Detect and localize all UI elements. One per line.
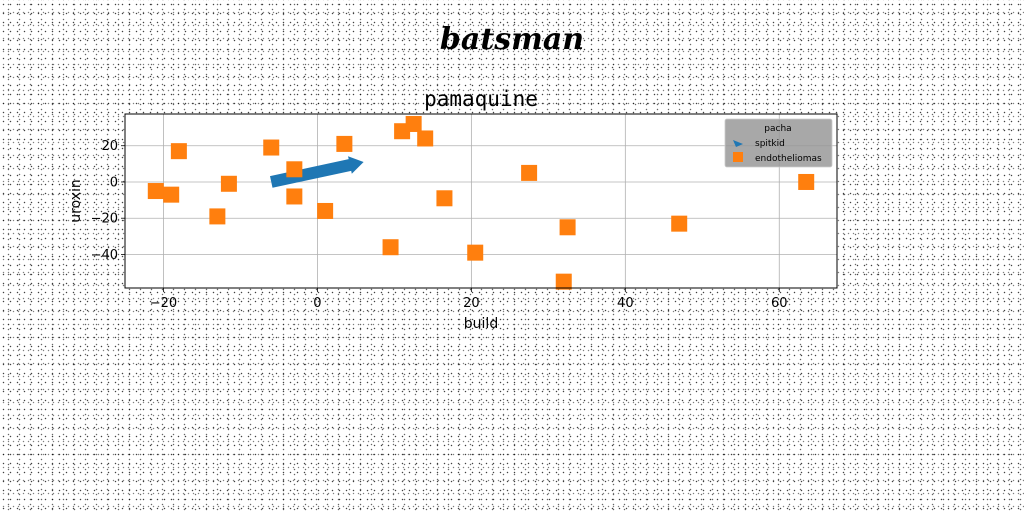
legend-arrow-marker (733, 140, 743, 147)
x-tick-label: 60 (771, 296, 788, 311)
x-axis-label: build (464, 316, 498, 332)
endotheliomas-point (170, 143, 187, 160)
figure-suptitle: batsman (439, 22, 585, 57)
endotheliomas-point (798, 173, 815, 190)
endotheliomas-point (467, 244, 484, 261)
endotheliomas-point (163, 186, 180, 203)
legend-title: pacha (764, 124, 791, 134)
endotheliomas-point (147, 183, 164, 200)
x-tick-label: 0 (313, 296, 321, 311)
legend-entry-spitkid: spitkid (733, 139, 785, 149)
y-tick-label: 0 (110, 175, 118, 190)
endotheliomas-point (521, 164, 538, 181)
spitkid-arrow (270, 156, 364, 188)
endotheliomas-point (336, 135, 353, 152)
endotheliomas-point (286, 161, 303, 178)
endotheliomas-point (671, 215, 688, 232)
legend-label-spitkid: spitkid (755, 139, 785, 149)
endotheliomas-point (286, 188, 303, 205)
y-axis-label: uroxin (68, 179, 84, 223)
endotheliomas-point (436, 190, 453, 207)
legend-entry-endotheliomas: endotheliomas (733, 152, 822, 164)
x-tick-label: 40 (617, 296, 634, 311)
y-tick-label: −40 (91, 248, 118, 263)
endotheliomas-point (555, 273, 572, 290)
endotheliomas-point (220, 175, 237, 192)
series-layer (147, 115, 815, 290)
ticks: −20 0 20 40 60 −40 −20 0 20 (91, 139, 788, 311)
y-tick-label: −20 (91, 212, 118, 227)
plot-frame (124, 113, 838, 289)
legend-square-marker (733, 152, 743, 162)
endotheliomas-point (559, 219, 576, 236)
endotheliomas-point (263, 139, 280, 156)
x-tick-label: −20 (150, 296, 177, 311)
legend-label-endotheliomas: endotheliomas (755, 154, 822, 164)
endotheliomas-point (209, 208, 226, 225)
x-tick-label: 20 (463, 296, 480, 311)
y-tick-label: 20 (101, 139, 118, 154)
legend: pacha spitkid endotheliomas (724, 118, 833, 168)
legend-box (724, 118, 833, 168)
chart-title: pamaquine (424, 87, 538, 111)
endotheliomas-point (382, 239, 399, 256)
endotheliomas-point (317, 202, 334, 219)
endotheliomas-point (417, 130, 434, 147)
endotheliomas-point (405, 115, 422, 132)
